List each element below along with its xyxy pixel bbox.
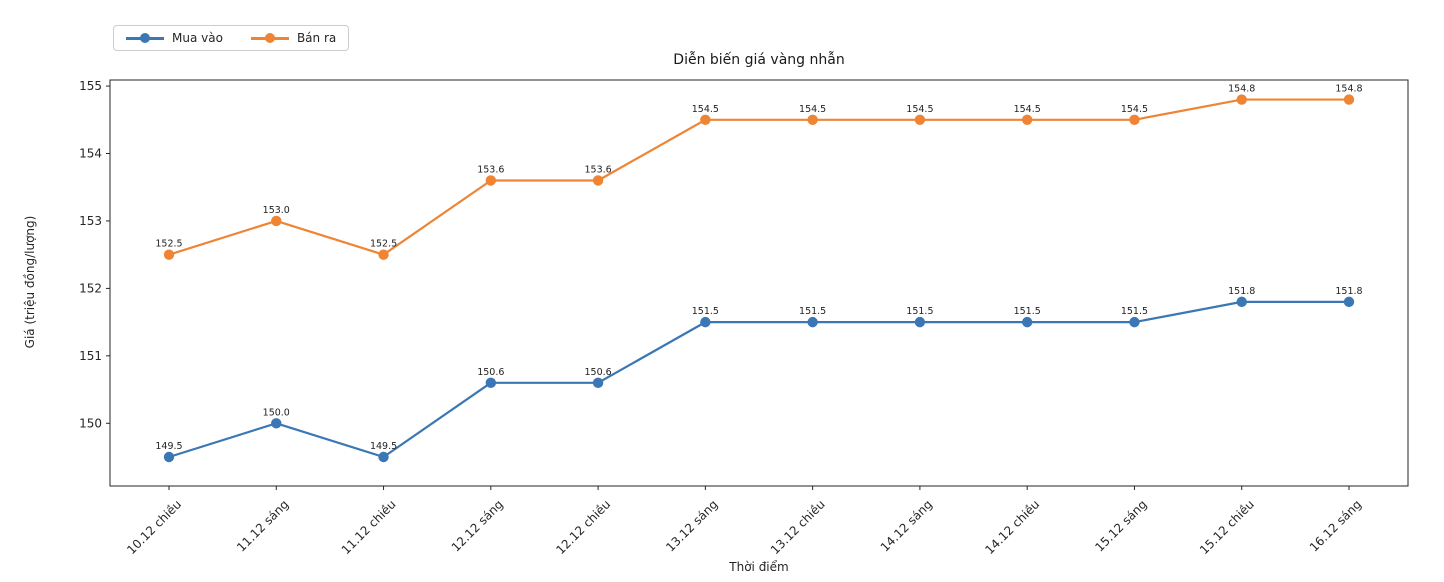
x-tick-label: 11.12 chiều xyxy=(339,497,399,557)
data-point xyxy=(1236,94,1247,105)
series-line-ban-ra xyxy=(168,98,1349,256)
data-point xyxy=(1343,296,1355,308)
x-tick-label: 14.12 chiều xyxy=(982,497,1042,557)
x-tick-label: 13.12 chiều xyxy=(768,497,828,557)
point-label: 151.5 xyxy=(906,306,933,317)
x-axis-label: Thời điểm xyxy=(729,560,789,574)
legend-marker-icon xyxy=(264,33,275,43)
data-point xyxy=(914,316,926,328)
legend-entry-ban-ra: Bán ra xyxy=(250,31,337,45)
data-point xyxy=(485,175,497,186)
data-point xyxy=(1129,114,1140,125)
point-label: 151.5 xyxy=(1014,306,1041,317)
plot-border xyxy=(109,79,1409,487)
data-point xyxy=(163,451,175,463)
data-point xyxy=(378,451,389,463)
point-label: 154.8 xyxy=(1228,84,1255,95)
x-tick-label: 16.12 sáng xyxy=(1307,497,1364,554)
y-tick-label: 151 xyxy=(79,349,102,363)
x-tick-label: 12.12 chiều xyxy=(553,497,613,557)
data-point xyxy=(485,377,497,389)
data-point xyxy=(807,316,818,328)
point-label: 150.0 xyxy=(263,407,290,418)
x-tick-label: 13.12 sáng xyxy=(663,497,720,554)
point-label: 154.5 xyxy=(692,104,719,115)
point-label: 149.5 xyxy=(370,441,397,452)
legend-line-swatch-blue xyxy=(126,33,164,43)
point-label: 151.5 xyxy=(799,306,826,317)
data-point xyxy=(1021,114,1033,125)
point-label: 154.5 xyxy=(906,104,933,115)
point-label: 151.5 xyxy=(1121,306,1148,317)
point-label: 153.0 xyxy=(263,205,290,216)
point-label: 150.6 xyxy=(584,367,611,378)
point-label: 151.8 xyxy=(1228,286,1255,297)
point-label: 150.6 xyxy=(477,367,504,378)
point-label: 154.5 xyxy=(1014,104,1041,115)
point-label: 152.5 xyxy=(155,239,182,250)
y-tick-label: 155 xyxy=(79,79,102,93)
legend-line-swatch-orange xyxy=(250,33,289,43)
x-tick-label: 14.12 sáng xyxy=(878,497,935,554)
data-point xyxy=(271,215,282,227)
data-point xyxy=(1129,316,1140,328)
series-line-mua-vao xyxy=(168,300,1349,459)
point-label: 153.6 xyxy=(584,164,611,175)
y-tick-label: 150 xyxy=(79,416,102,430)
point-label: 151.8 xyxy=(1335,286,1362,297)
x-tick-label: 15.12 sáng xyxy=(1092,497,1149,554)
data-point xyxy=(271,418,282,429)
data-point xyxy=(378,249,389,260)
point-label: 151.5 xyxy=(692,306,719,317)
data-point xyxy=(592,377,604,389)
chart-title: Diễn biến giá vàng nhẫn xyxy=(673,52,845,68)
legend: Mua vào Bán ra xyxy=(113,25,350,51)
data-point xyxy=(1343,94,1355,105)
point-label: 153.6 xyxy=(477,164,504,175)
data-point xyxy=(914,114,926,125)
legend-label: Bán ra xyxy=(296,31,337,45)
legend-marker-icon xyxy=(140,33,150,43)
legend-entry-mua-vao: Mua vào xyxy=(126,31,223,45)
y-tick-label: 153 xyxy=(79,214,102,228)
y-tick-label: 154 xyxy=(79,147,102,161)
x-tick-label: 11.12 sáng xyxy=(234,497,291,554)
point-label: 154.5 xyxy=(799,104,826,115)
y-tick-label: 152 xyxy=(79,281,102,295)
data-point xyxy=(592,175,604,186)
data-point xyxy=(700,114,711,125)
data-point xyxy=(1021,316,1033,328)
data-point xyxy=(1236,296,1247,308)
point-label: 152.5 xyxy=(370,239,397,250)
point-label: 154.8 xyxy=(1335,84,1362,95)
x-tick-label: 12.12 sáng xyxy=(449,497,506,554)
point-label: 149.5 xyxy=(155,441,182,452)
data-point xyxy=(807,114,818,125)
data-point xyxy=(163,249,175,260)
legend-label: Mua vào xyxy=(172,31,223,45)
point-label: 154.5 xyxy=(1121,104,1148,115)
x-tick-label: 15.12 chiều xyxy=(1197,497,1257,557)
x-tick-label: 10.12 chiều xyxy=(124,497,184,557)
data-point xyxy=(700,316,711,328)
